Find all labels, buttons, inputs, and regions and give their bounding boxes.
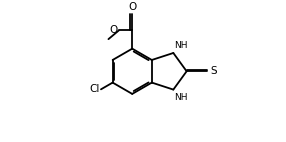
Text: O: O (110, 25, 118, 36)
Text: NH: NH (174, 93, 188, 102)
Text: O: O (128, 2, 136, 12)
Text: NH: NH (174, 41, 188, 50)
Text: Cl: Cl (89, 84, 100, 94)
Text: S: S (210, 66, 217, 76)
